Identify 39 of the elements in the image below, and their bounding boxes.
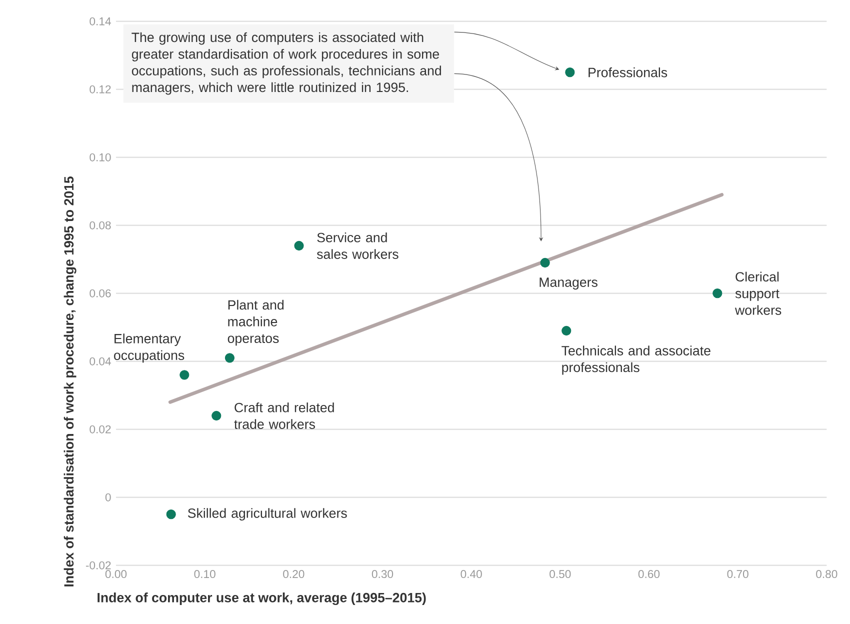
- x-axis-title: Index of computer use at work, average (1995–2015): [98, 592, 426, 606]
- y-tick-label: 0.12: [90, 85, 111, 94]
- point: [540, 258, 550, 268]
- point: [562, 326, 572, 336]
- annotation: Service and sales workers: [316, 232, 398, 259]
- annotation: Skilled agricultural workers: [188, 508, 347, 521]
- x-tick-label: 0.20: [283, 570, 304, 578]
- point: [180, 370, 190, 380]
- point: [166, 510, 176, 520]
- x-tick-label: 0.30: [372, 570, 394, 578]
- annotation: Professionals: [588, 67, 668, 78]
- x-tick-label: 0.10: [194, 570, 216, 578]
- y-tick-label: 0.06: [90, 289, 111, 298]
- x-tick-label: 0.70: [727, 570, 748, 578]
- y-tick-label: 0.10: [90, 153, 111, 162]
- y-tick-label: 0.04: [90, 357, 111, 366]
- annotation: Clerical support workers: [734, 272, 782, 315]
- x-tick-label: 0.80: [816, 570, 838, 578]
- x-tick-label: 0.50: [550, 570, 571, 578]
- y-tick-label: 0.02: [90, 425, 111, 434]
- x-tick-label: 0.00: [105, 570, 127, 578]
- annotation: Managers: [540, 278, 598, 290]
- annotation: Plant and machine operatos: [228, 300, 284, 346]
- point: [294, 240, 304, 251]
- y-axis-title: Index of standardisation of work procedure, change 1995 to 2015: [64, 176, 76, 586]
- point: [224, 353, 235, 363]
- point: [565, 68, 575, 78]
- annotation: The growing use of computers is associated with greater standardisation of work procedures in some occupations, such as professionals, technicians and managers, which were little routinized in 1995.: [132, 32, 442, 95]
- y-tick-label: 0.14: [90, 17, 111, 26]
- annotation: Craft and related trade workers: [234, 402, 334, 429]
- x-tick-label: 0.60: [638, 570, 660, 578]
- x-tick-label: 0.40: [460, 570, 482, 578]
- y-tick-label: 0.08: [90, 221, 111, 230]
- point: [212, 410, 222, 421]
- y-tick-label: 0: [105, 493, 111, 502]
- point: [712, 288, 722, 298]
- annotation: Technicals and associate professionals: [562, 346, 710, 375]
- y-tick-label: -0.02: [86, 561, 111, 570]
- annotation: Elementary occupations: [114, 334, 184, 363]
